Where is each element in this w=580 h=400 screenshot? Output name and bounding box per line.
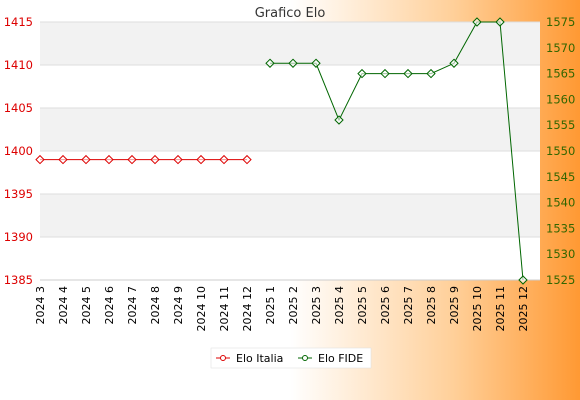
x-tick-label: 2025 10 [471,286,484,332]
data-point-elo-italia[interactable] [104,154,114,165]
x-tick-label: 2024 11 [218,286,231,332]
right-tick-label: 1560 [546,92,575,106]
data-point-elo-fide[interactable] [265,58,275,68]
right-tick-label: 1540 [546,196,575,210]
x-tick-label: 2025 7 [402,286,415,325]
left-axis-ticks: 1385 1390 1395 1400 1405 1410 1415 [4,15,33,287]
right-tick-label: 1530 [546,247,575,261]
data-point-elo-italia[interactable] [173,154,183,165]
chart-title: Grafico Elo [255,6,326,21]
legend-item-elo-fide[interactable]: Elo FIDE [298,352,363,365]
x-tick-label: 2025 12 [517,286,530,332]
x-tick-label: 2025 8 [425,286,438,325]
data-point-elo-fide[interactable] [311,58,321,68]
grid-band [40,194,540,237]
right-axis-ticks: 1525 1530 1535 1540 1545 1550 1555 1560 1565 1570… [546,15,575,287]
left-tick-label: 1385 [4,273,33,287]
grid-band [40,65,540,108]
data-point-elo-fide[interactable] [380,68,390,79]
legend-item-elo-italia[interactable]: Elo Italia [216,352,283,365]
x-tick-label: 2025 2 [287,286,300,325]
data-point-elo-fide[interactable] [426,68,436,79]
x-tick-label: 2024 10 [195,286,208,332]
x-tick-label: 2024 9 [172,286,185,325]
data-point-elo-fide[interactable] [288,58,298,68]
left-tick-label: 1415 [4,15,33,29]
grid-bands [40,22,540,280]
grid-band [40,151,540,194]
grid-lines [40,21,540,281]
x-tick-label: 2025 5 [356,286,369,325]
series-points [35,17,528,285]
data-point-elo-italia[interactable] [219,154,229,165]
left-tick-label: 1390 [4,230,33,244]
x-tick-label: 2024 7 [126,286,139,325]
data-point-elo-fide[interactable] [449,58,459,68]
legend: Elo Italia Elo FIDE [210,347,372,369]
x-tick-label: 2024 6 [103,286,116,325]
x-tick-label: 2024 12 [241,286,254,332]
data-point-elo-fide[interactable] [357,68,367,79]
data-point-elo-italia[interactable] [35,154,45,165]
data-point-elo-fide[interactable] [403,68,413,79]
right-tick-label: 1565 [546,67,575,81]
left-tick-label: 1395 [4,187,33,201]
x-tick-label: 2025 6 [379,286,392,325]
x-tick-label: 2024 4 [57,286,70,325]
right-tick-label: 1555 [546,118,575,132]
data-point-elo-fide[interactable] [472,17,482,27]
data-point-elo-italia[interactable] [150,154,160,165]
legend-marker-elo-fide [302,355,308,361]
legend-marker-elo-italia [220,355,226,361]
data-point-elo-fide[interactable] [495,17,505,27]
data-point-elo-italia[interactable] [196,154,206,165]
x-tick-label: 2025 9 [448,286,461,325]
data-point-elo-italia[interactable] [242,154,252,165]
x-tick-label: 2024 5 [80,286,93,325]
legend-label-elo-italia: Elo Italia [236,352,283,365]
data-point-elo-italia[interactable] [58,154,68,165]
x-tick-label: 2025 3 [310,286,323,325]
x-tick-label: 2024 3 [34,286,47,325]
grid-band [40,108,540,151]
left-tick-label: 1405 [4,101,33,115]
data-point-elo-italia[interactable] [81,154,91,165]
left-tick-label: 1400 [4,144,33,158]
data-point-elo-italia[interactable] [127,154,137,165]
left-tick-label: 1410 [4,58,33,72]
right-tick-label: 1575 [546,15,575,29]
x-tick-label: 2025 1 [264,286,277,325]
data-point-elo-fide[interactable] [518,275,528,285]
x-tick-label: 2024 8 [149,286,162,325]
right-tick-label: 1535 [546,221,575,235]
grid-band [40,237,540,280]
data-point-elo-fide[interactable] [334,115,344,125]
right-tick-label: 1550 [546,144,575,158]
right-tick-label: 1545 [546,170,575,184]
x-tick-label: 2025 4 [333,286,346,325]
legend-label-elo-fide: Elo FIDE [318,352,363,365]
legend-box [210,347,372,369]
right-tick-label: 1525 [546,273,575,287]
x-axis-ticks: 2024 3 2024 4 2024 5 2024 6 2024 7 2024 8 2024… [34,286,530,332]
x-tick-label: 2025 11 [494,286,507,332]
right-tick-label: 1570 [546,41,575,55]
